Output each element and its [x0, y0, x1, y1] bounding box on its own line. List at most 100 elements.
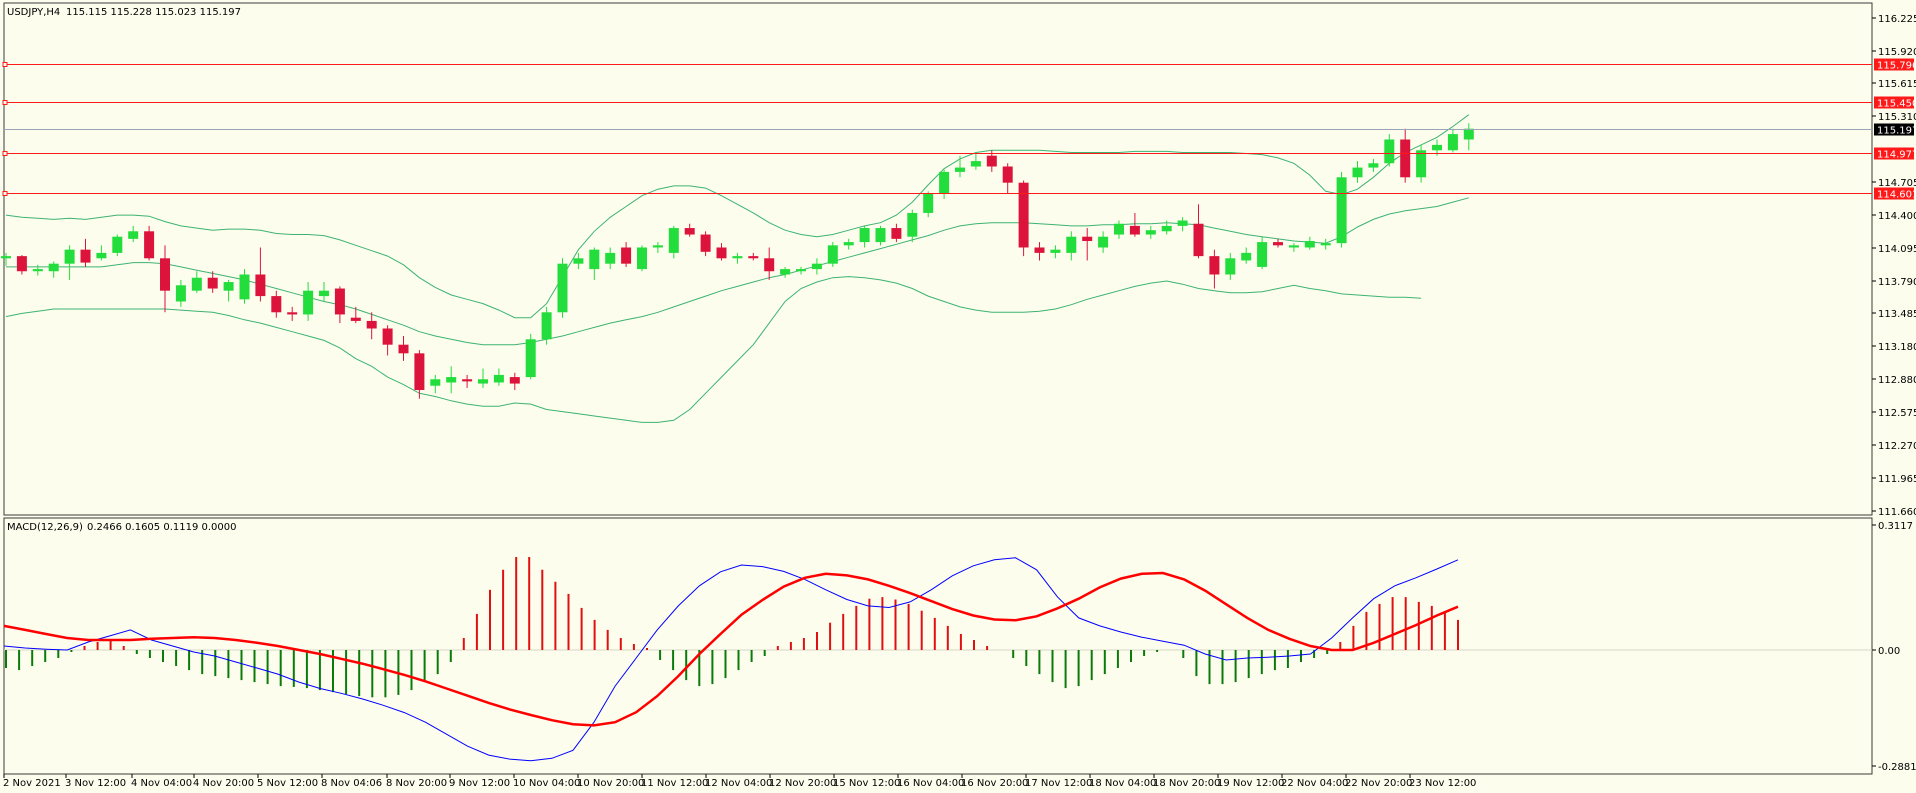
svg-text:12 Nov 04:00: 12 Nov 04:00 — [705, 778, 772, 789]
price-tick: 111.965 — [1872, 474, 1916, 485]
price-tick: 113.485 — [1872, 309, 1916, 320]
candle-bull — [859, 225, 870, 248]
candle-bear — [350, 306, 361, 324]
candle-bear — [287, 306, 298, 321]
svg-text:112.270: 112.270 — [1878, 441, 1916, 452]
macd-axis: 0.3117 0.00 -0.2881 — [1872, 521, 1916, 773]
candle-bull — [1447, 128, 1458, 153]
level-handle[interactable] — [2, 62, 8, 67]
candle-bear — [764, 247, 775, 280]
time-label: 9 Nov 12:00 — [449, 774, 510, 789]
bb-middle-line — [6, 197, 1469, 346]
candle-bull — [96, 245, 107, 261]
svg-text:0.3117: 0.3117 — [1878, 521, 1913, 532]
candle-bull — [1114, 220, 1124, 239]
candle-bear — [716, 243, 727, 261]
candle-bear — [271, 290, 282, 318]
macd-values: 0.2466 0.1605 0.1119 0.0000 — [87, 522, 237, 533]
level-handle[interactable] — [2, 191, 8, 196]
level-price-label: 114.977 — [1877, 150, 1916, 161]
time-label: 8 Nov 20:00 — [386, 774, 447, 789]
candle-bull — [32, 264, 43, 276]
svg-text:114.705: 114.705 — [1878, 178, 1916, 189]
candle-bull — [605, 247, 616, 270]
time-label: 8 Nov 04:06 — [321, 774, 382, 789]
candle-bull — [493, 368, 504, 386]
current-price-label: 115.197 — [1877, 126, 1916, 137]
candle-bull — [1384, 134, 1395, 167]
candle-bull — [1050, 245, 1061, 259]
macd-signal-line — [3, 571, 1459, 727]
macd-tick: 0.00 — [1872, 646, 1900, 657]
candle-bull — [923, 191, 934, 218]
candle-bull — [1225, 252, 1236, 280]
candle-bear — [1129, 212, 1140, 237]
macd-label: MACD(12,26,9) — [7, 522, 83, 533]
candle-bull — [1288, 243, 1299, 252]
svg-text:0.00: 0.00 — [1878, 646, 1900, 657]
price-tick: 115.310 — [1872, 112, 1916, 123]
svg-text:16 Nov 04:00: 16 Nov 04:00 — [897, 778, 964, 789]
price-tick: 114.095 — [1872, 244, 1916, 255]
price-tick: 111.660 — [1872, 507, 1916, 518]
macd-window-frame — [3, 517, 1873, 775]
candle-bull — [112, 234, 123, 257]
level-line-115796[interactable]: 115.796 — [2, 58, 1916, 72]
level-line-115450[interactable]: 115.450 — [2, 96, 1916, 110]
time-label: 15 Nov 12:00 — [833, 774, 900, 789]
horizontal-levels[interactable]: 115.796 115.450 114.977 114.601 — [2, 58, 1916, 201]
svg-text:11 Nov 12:00: 11 Nov 12:00 — [641, 778, 708, 789]
candle-bear — [334, 286, 345, 324]
svg-text:114.095: 114.095 — [1878, 244, 1916, 255]
candle-bull — [1, 252, 11, 266]
candle-bull — [573, 252, 584, 270]
svg-text:12 Nov 20:00: 12 Nov 20:00 — [769, 778, 836, 789]
price-tick: 115.920 — [1872, 47, 1916, 58]
candle-bull — [64, 245, 75, 280]
svg-text:2 Nov 2021: 2 Nov 2021 — [3, 778, 61, 789]
candle-bear — [16, 255, 27, 275]
time-label: 4 Nov 04:00 — [131, 774, 192, 789]
candle-bear — [748, 252, 759, 261]
svg-text:18 Nov 20:00: 18 Nov 20:00 — [1153, 778, 1220, 789]
candle-bull — [1320, 238, 1331, 250]
time-label: 10 Nov 04:00 — [513, 774, 580, 789]
candle-bull — [478, 368, 488, 388]
ohlc-readout: 115.115 115.228 115.023 115.197 — [66, 7, 241, 18]
price-tick: 113.790 — [1872, 277, 1916, 288]
candle-bull — [525, 333, 536, 380]
candle-bull — [541, 306, 552, 345]
candle-bear — [1034, 242, 1045, 261]
svg-text:4 Nov 20:00: 4 Nov 20:00 — [193, 778, 254, 789]
candle-bear — [1002, 163, 1013, 194]
candle-bull — [319, 282, 329, 302]
candle-bull — [1257, 236, 1268, 270]
price-tick: 116.225 — [1872, 14, 1916, 25]
level-line-114977[interactable]: 114.977 — [2, 147, 1916, 161]
candle-bear — [398, 336, 409, 361]
candle-bull — [446, 366, 457, 394]
candle-bull — [1416, 144, 1427, 183]
candle-bull — [589, 247, 600, 280]
svg-text:113.485: 113.485 — [1878, 309, 1916, 320]
svg-text:115.920: 115.920 — [1878, 47, 1916, 58]
svg-text:5 Nov 12:00: 5 Nov 12:00 — [257, 778, 318, 789]
macd-tick: -0.2881 — [1872, 762, 1916, 773]
candle-bull — [1368, 158, 1379, 172]
level-handle[interactable] — [2, 100, 8, 105]
level-handle[interactable] — [2, 151, 8, 156]
time-label: 3 Nov 12:00 — [65, 774, 126, 789]
time-label: 16 Nov 20:00 — [961, 774, 1028, 789]
candle-bull — [1066, 231, 1077, 261]
candle-bull — [1145, 225, 1156, 239]
candle-bull — [303, 282, 314, 321]
candle-bear — [160, 245, 170, 313]
candle-bear — [414, 350, 425, 399]
macd-histogram — [5, 557, 1459, 698]
candle-bull — [1463, 123, 1474, 151]
level-line-114601[interactable]: 114.601 — [2, 187, 1916, 201]
price-tick: 115.615 — [1872, 79, 1916, 90]
time-label: 22 Nov 20:00 — [1345, 774, 1412, 789]
